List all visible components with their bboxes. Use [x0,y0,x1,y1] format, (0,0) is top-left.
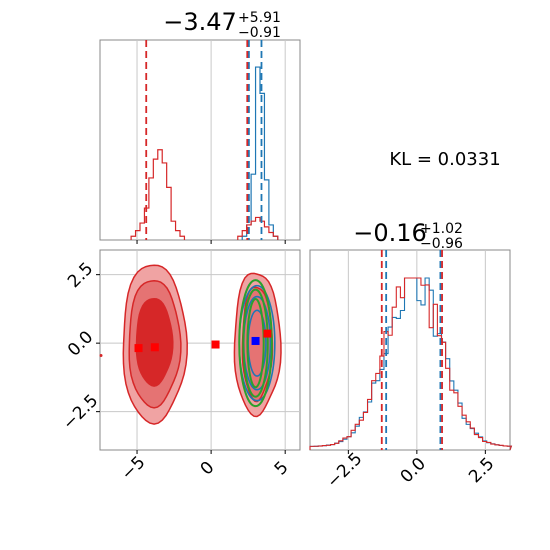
blue-marker [251,336,260,345]
green-contour [246,298,265,389]
y-marginal-frame [309,249,511,451]
joint-y-tick-label: 0.0 [64,327,97,360]
kl-annotation: KL = 0.0331 [389,149,500,170]
x-title-sup: +5.91 [238,10,281,26]
y-title-main: −0.16 [353,219,427,247]
joint-y-tick-label: 2.5 [64,259,97,292]
y-title-sup: +1.02 [420,221,463,237]
red-marker [263,329,272,338]
y-marginal-tick-label: 2.5 [465,454,498,487]
y-title-sub: −0.96 [420,236,463,252]
y-marginal-tick-label: −2.5 [323,449,366,492]
red-marker [150,343,159,352]
red-marker [134,344,143,353]
red-edge-marker [99,353,103,357]
x-title-sub: −0.91 [238,25,281,41]
x-title-main: −3.47 [163,8,237,36]
x-marginal-histogram [99,39,301,244]
joint-x-tick-label: 5 [271,458,293,480]
y-marginal-series-step [309,277,513,451]
x-marginal-frame [99,39,301,241]
y-marginal-tick-label: 0.0 [397,454,430,487]
y-marginal-histogram: −2.5 0.0 2.5 [309,249,513,492]
red-marker [211,340,220,349]
joint-panel: −5 0 5 2.5 0.0 −2.5 [59,249,301,485]
green-contour [242,288,269,398]
red-contour-inner [135,297,174,387]
joint-x-tick-label: −5 [118,453,150,485]
joint-y-tick-label: −2.5 [59,391,102,434]
green-contour [238,279,273,408]
x-marginal-series-step [130,149,279,240]
joint-x-tick-label: 0 [197,458,219,480]
